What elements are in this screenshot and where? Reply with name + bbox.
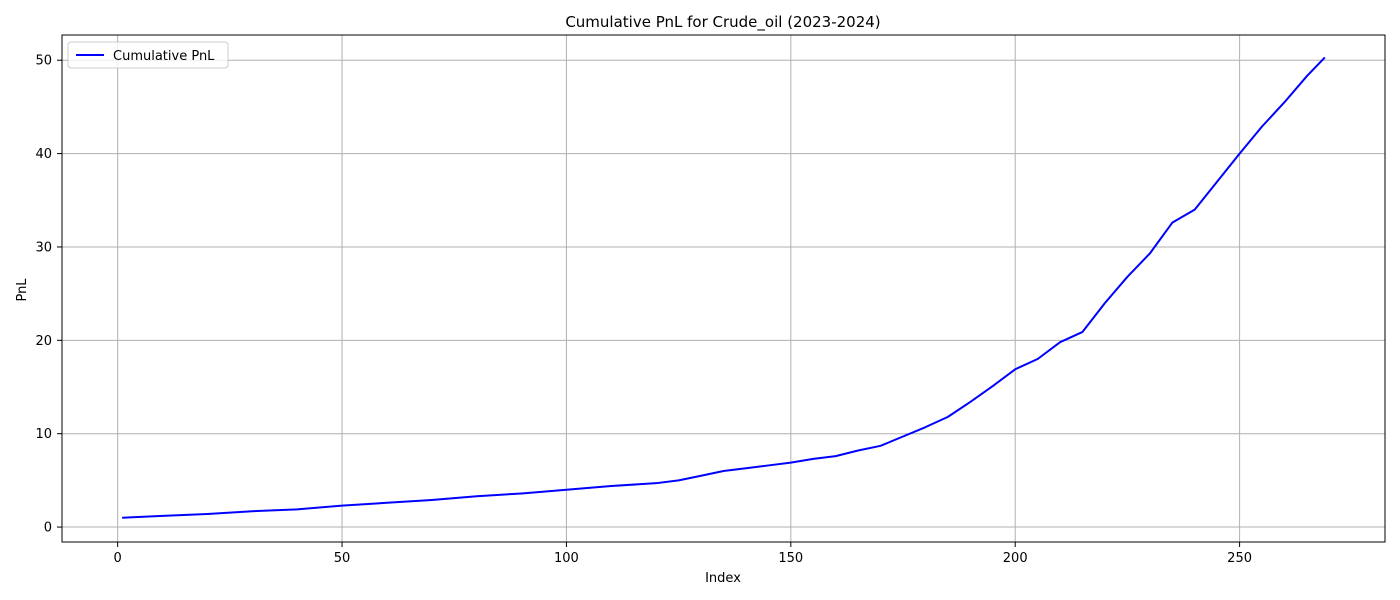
y-axis-title: PnL [15, 278, 30, 302]
legend: Cumulative PnL [67, 41, 229, 69]
y-tick-label: 30 [35, 240, 52, 255]
chart-title: Cumulative PnL for Crude_oil (2023-2024) [565, 13, 880, 32]
plot-frame [61, 34, 1386, 543]
legend-box [67, 41, 229, 69]
x-tick-label: 50 [334, 551, 351, 566]
x-tick-label: 150 [778, 551, 803, 566]
x-tick-label: 100 [554, 551, 579, 566]
legend-label: Cumulative PnL [113, 49, 215, 64]
x-tick-label: 0 [114, 551, 122, 566]
series-line-0 [122, 56, 1326, 519]
y-tick-label: 10 [35, 427, 52, 442]
tick-labels: 0 50 100 150 200 250 0 10 20 30 40 50 [35, 54, 1252, 566]
grid-lines [62, 35, 1385, 542]
x-tick-label: 250 [1227, 551, 1252, 566]
series-layer [122, 56, 1326, 519]
x-tick-label: 200 [1003, 551, 1028, 566]
y-tick-label: 20 [35, 334, 52, 349]
axes [61, 34, 1386, 543]
y-tick-label: 0 [44, 521, 52, 536]
y-tick-label: 50 [35, 54, 52, 69]
x-axis-title: Index [705, 571, 741, 586]
y-tick-label: 40 [35, 147, 52, 162]
